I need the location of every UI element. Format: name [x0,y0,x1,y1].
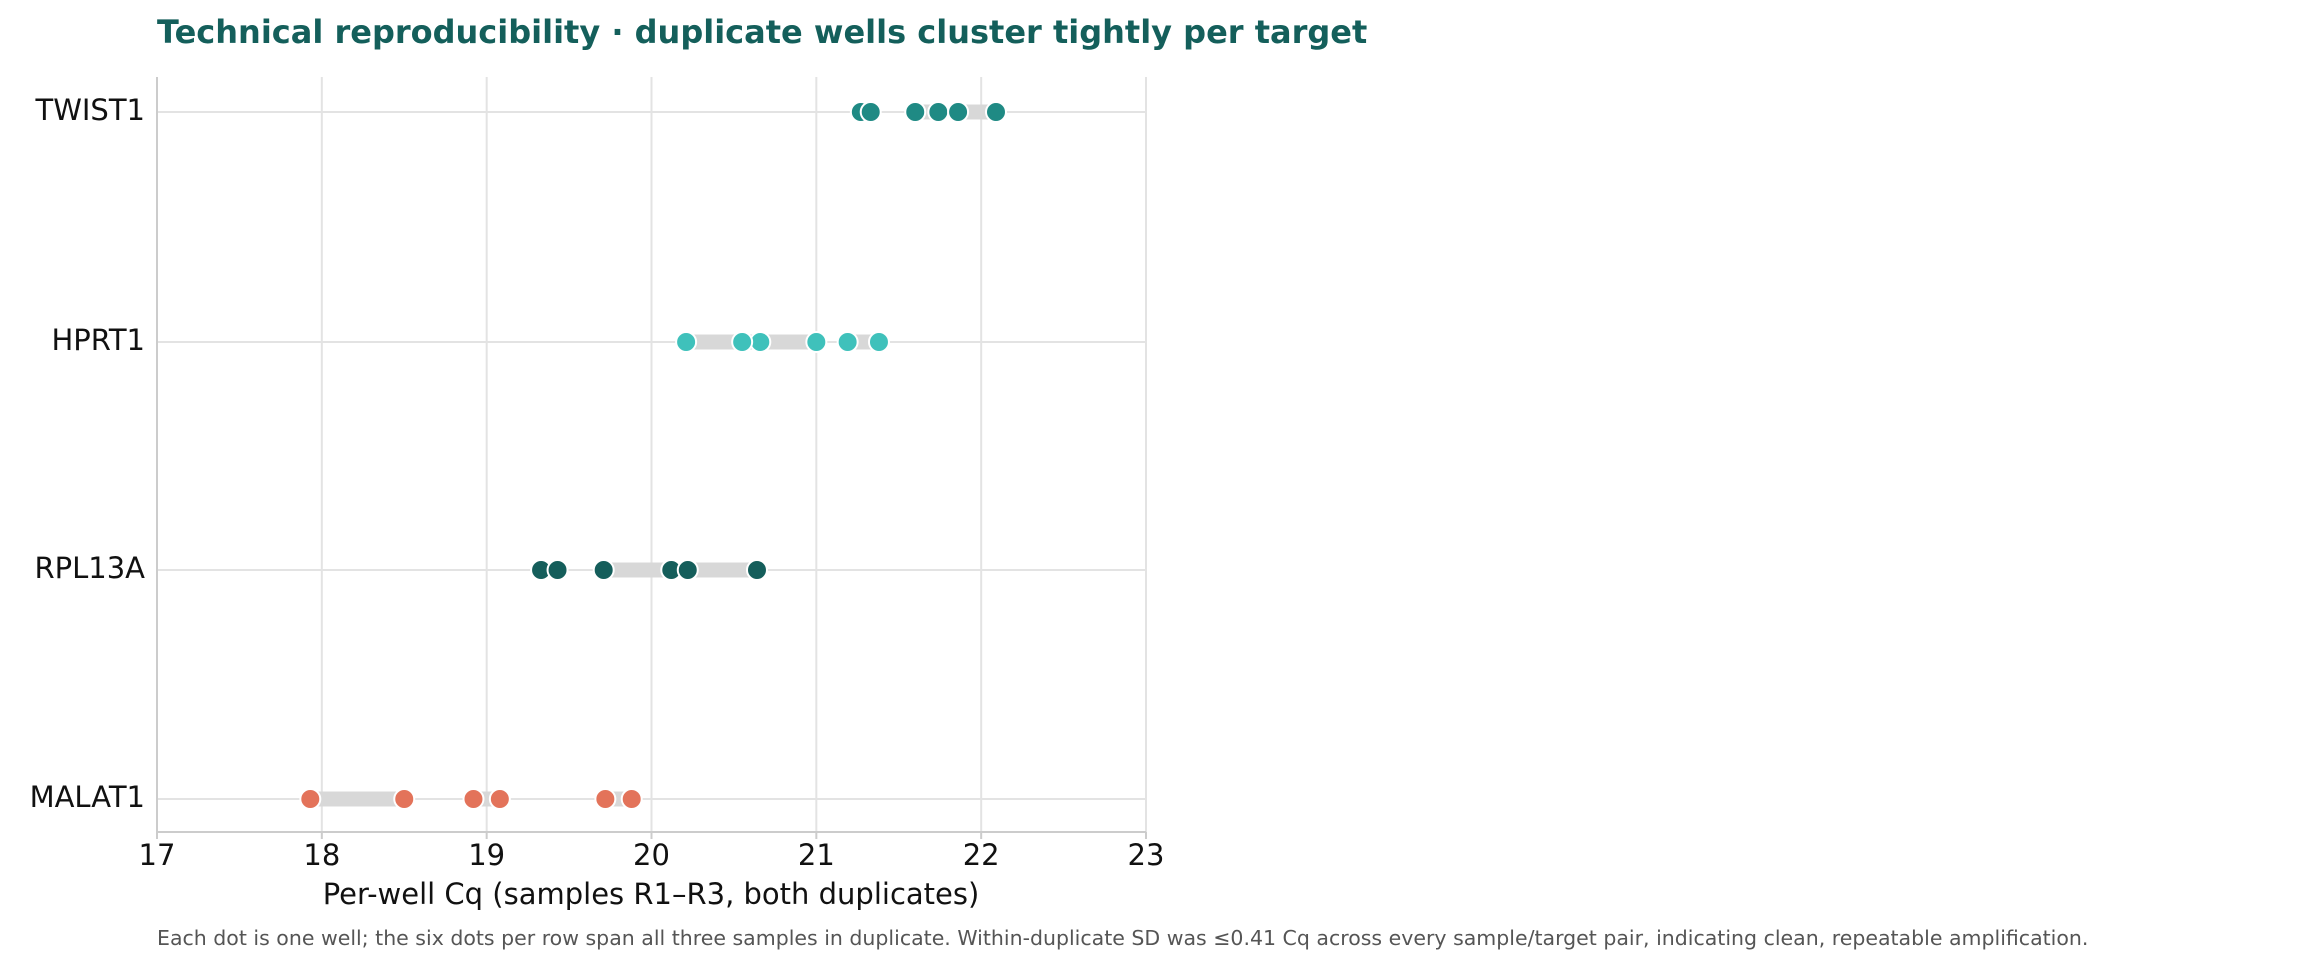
chart-title: Technical reproducibility · duplicate we… [157,13,1367,51]
y-tick-label: RPL13A [34,551,145,585]
x-tick-label: 19 [468,838,505,872]
well-dot [594,788,617,810]
well-dot [867,331,890,353]
well-dot [927,101,950,123]
well-dot [731,331,754,353]
well-dot [985,101,1008,123]
y-tick-label: HPRT1 [52,323,146,357]
well-dot [675,331,698,353]
well-dot [749,331,772,353]
well-dot [904,101,927,123]
well-dot [620,788,643,810]
well-dot [299,788,322,810]
well-dot [546,559,569,581]
well-dot [592,559,615,581]
y-tick-label: TWIST1 [34,93,145,127]
x-tick-label: 18 [303,838,340,872]
x-tick-label: 22 [963,838,1000,872]
well-dot [745,559,768,581]
x-tick-label: 21 [798,838,835,872]
well-dot [676,559,699,581]
x-tick-label: 17 [139,838,176,872]
well-dot [805,331,828,353]
y-tick-label: MALAT1 [30,780,145,814]
caption: Each dot is one well; the six dots per r… [157,926,2088,950]
x-tick-label: 20 [633,838,670,872]
well-dot [488,788,511,810]
well-dot [393,788,416,810]
well-dot [836,331,859,353]
x-tick-label: 23 [1128,838,1165,872]
x-axis-label: Per-well Cq (samples R1–R3, both duplica… [323,877,980,911]
well-dot [859,101,882,123]
well-dot [462,788,485,810]
well-dot [947,101,970,123]
